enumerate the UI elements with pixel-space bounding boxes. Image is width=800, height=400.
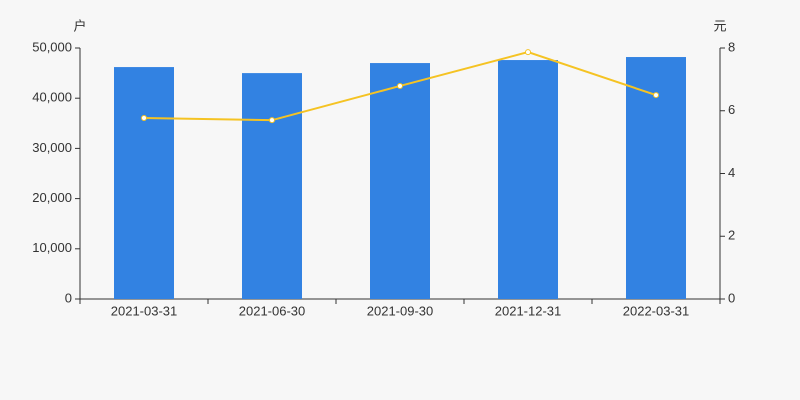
line-point — [269, 117, 275, 124]
line-point — [141, 114, 147, 121]
line-point — [397, 82, 403, 89]
x-tick-label: 2021-09-30 — [367, 303, 434, 318]
y2-tick-label: 0 — [728, 290, 735, 305]
y-tick-label: 40,000 — [32, 90, 72, 105]
line-point — [525, 49, 531, 56]
y-tick-label: 50,000 — [32, 39, 72, 54]
y2-tick-label: 4 — [728, 165, 735, 180]
y2-tick-label: 8 — [728, 39, 735, 54]
y2-axis-label: 元 — [713, 18, 726, 33]
y-tick-label: 0 — [65, 290, 72, 305]
y-axis-label: 户 — [73, 18, 86, 33]
x-tick-label: 2021-06-30 — [239, 303, 306, 318]
y-tick-label: 30,000 — [32, 140, 72, 155]
y-tick-label: 10,000 — [32, 240, 72, 255]
y2-tick-label: 6 — [728, 102, 735, 117]
bar — [114, 67, 174, 300]
line-point — [653, 92, 659, 99]
bar — [370, 63, 430, 300]
y-tick-label: 20,000 — [32, 190, 72, 205]
x-tick-label: 2021-03-31 — [111, 303, 178, 318]
x-tick-label: 2022-03-31 — [623, 303, 690, 318]
x-tick-label: 2021-12-31 — [495, 303, 562, 318]
bar — [498, 60, 558, 299]
bar — [242, 73, 302, 299]
y2-tick-label: 2 — [728, 228, 735, 243]
